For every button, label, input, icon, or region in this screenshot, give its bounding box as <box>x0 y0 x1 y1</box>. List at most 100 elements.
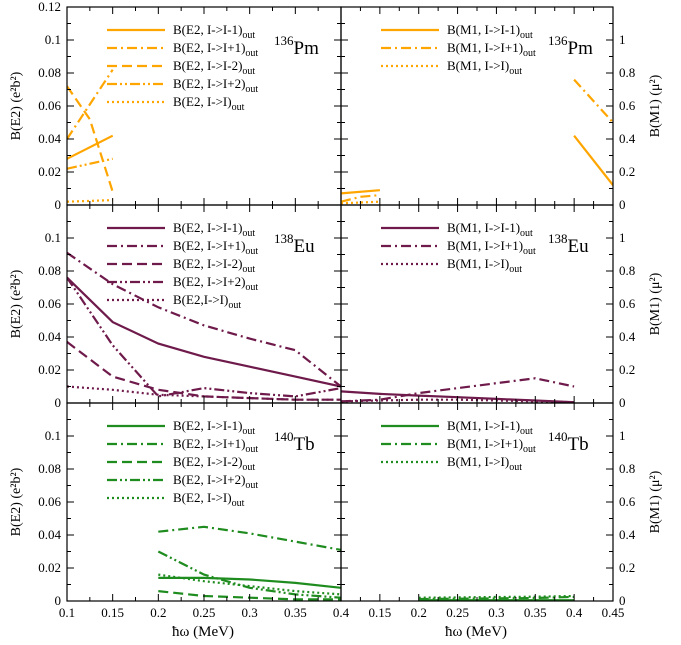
y-tick-label: 0.2 <box>619 164 635 179</box>
series-line-2-seg-0 <box>67 341 341 401</box>
panel-m1-136pm: 0 0.2 0.4 0.6 0.8 1 B(M1) (μ²) B(M1, I->I-1)out… <box>340 6 663 212</box>
series-line-1-seg-0 <box>67 251 341 388</box>
legend-label: B(E2, I->I+1)out <box>173 436 258 455</box>
y-tick-label: 0.04 <box>38 527 61 542</box>
series-line-4-seg-0 <box>67 385 341 401</box>
series-line-2-seg-0 <box>418 594 575 599</box>
panel-m1-140tb: 0.15 0.2 0.25 0.3 0.35 0.4 0.450 0.2 0.4 0.6 0.8 1 B… <box>340 402 663 620</box>
series-line-1-seg-1 <box>340 115 341 118</box>
y-axis-label: B(M1) (μ²) <box>648 272 663 335</box>
legend-label: B(E2, I->I)out <box>173 94 245 113</box>
x-tick-label: 0.25 <box>193 605 216 620</box>
y-tick-label: 0.6 <box>619 296 636 311</box>
y-tick-label: 0.6 <box>619 98 636 113</box>
series-line-2-seg-0 <box>341 200 380 205</box>
y-tick-label: 1 <box>619 428 626 443</box>
y-tick-label: 0.02 <box>38 362 61 377</box>
y-tick-label: 0 <box>55 395 62 410</box>
y-tick-label: 1 <box>619 230 626 245</box>
y-tick-label: 0.2 <box>619 362 635 377</box>
series-line-0-seg-0 <box>341 189 380 195</box>
x-tick-label: 0.4 <box>566 605 583 620</box>
x-tick-label: 0.1 <box>59 605 75 620</box>
y-tick-label: 0.08 <box>38 461 61 476</box>
series-line-1-seg-1 <box>573 78 613 124</box>
legend-label: B(M1, I->I)out <box>447 256 522 275</box>
y-tick-label: 0.8 <box>619 65 635 80</box>
x-tick-label: 0.15 <box>101 605 124 620</box>
panel-e2-136pm: 0 0.02 0.04 0.06 0.08 0.1 0.12 B(E2) (e²b²) B(E2… <box>9 0 342 212</box>
series-line-4-seg-0 <box>158 573 341 596</box>
legend-label: B(E2, I->I)out <box>173 490 245 509</box>
y-axis-label: B(M1) (μ²) <box>648 470 663 533</box>
legend-label: B(E2, I->I+2)out <box>173 472 258 491</box>
legend-label: B(E2, I->I+2)out <box>173 76 258 95</box>
y-tick-label: 0.2 <box>619 560 635 575</box>
panel-e2-138eu: 0 0.02 0.04 0.06 0.08 0.1 B(E2) (e²b²) B(E2, I-… <box>9 204 342 410</box>
series-line-1-seg-0 <box>341 194 380 203</box>
series-line-0-seg-0 <box>67 134 114 160</box>
x-tick-label: 0.2 <box>411 605 427 620</box>
series-line-0-seg-1 <box>573 135 613 186</box>
legend-label: B(E2, I->I-2)out <box>173 58 255 77</box>
nucleus-label: 136Pm <box>274 33 319 59</box>
legend-label: B(M1, I->I+1)out <box>447 238 536 257</box>
y-tick-label: 0.1 <box>45 428 61 443</box>
legend-label: B(E2, I->I-1)out <box>173 418 255 437</box>
series-line-3-seg-0 <box>157 550 341 599</box>
y-tick-label: 0 <box>619 395 626 410</box>
legend-label: B(M1, I->I+1)out <box>447 40 536 59</box>
x-tick-label: 0.45 <box>602 605 625 620</box>
nucleus-label: 138Eu <box>548 231 589 257</box>
y-tick-label: 0.06 <box>38 98 61 113</box>
x-tick-label: 0.3 <box>488 605 504 620</box>
y-axis-label: B(E2) (e²b²) <box>9 71 24 140</box>
legend-label: B(E2,I->I)out <box>173 292 241 311</box>
legend-label: B(E2, I->I+1)out <box>173 40 258 59</box>
y-axis-label: B(E2) (e²b²) <box>9 269 24 338</box>
y-tick-label: 0.1 <box>45 32 61 47</box>
nucleus-label: 136Pm <box>548 33 593 59</box>
legend-label: B(E2, I->I-1)out <box>173 22 255 41</box>
series-group <box>157 525 341 601</box>
legend-label: B(E2, I->I-1)out <box>173 220 255 239</box>
x-tick-label: 0.15 <box>368 605 391 620</box>
series-group <box>341 78 613 205</box>
series-line-2-seg-0 <box>67 85 114 193</box>
y-tick-label: 0.02 <box>38 164 61 179</box>
y-tick-label: 0 <box>55 197 62 212</box>
legend-label: B(M1, I->I+1)out <box>447 436 536 455</box>
panel-e2-140tb: 0.1 0.15 0.2 0.25 0.3 0.35 0.4 0 0.02 0.04 0.06 0.0… <box>9 402 350 620</box>
y-tick-label: 0.8 <box>619 263 635 278</box>
y-tick-label: 0.6 <box>619 494 636 509</box>
y-axis-label: B(M1) (μ²) <box>648 74 663 137</box>
y-tick-label: 0 <box>55 593 62 608</box>
y-tick-label: 0.4 <box>619 527 636 542</box>
x-tick-label: 0.2 <box>150 605 166 620</box>
series-group <box>67 69 341 203</box>
nucleus-label: 140Tb <box>274 429 315 455</box>
x-tick-label: 0.35 <box>524 605 547 620</box>
legend-label: B(M1, I->I-1)out <box>447 22 533 41</box>
y-tick-label: 0.1 <box>45 230 61 245</box>
y-tick-label: 0.04 <box>38 329 61 344</box>
panel-m1-138eu: 0 0.2 0.4 0.6 0.8 1 B(M1) (μ²) B(M1, I->I-1)out… <box>340 204 663 410</box>
series-line-0-seg-0 <box>67 276 341 388</box>
legend-label: B(E2, I->I+2)out <box>173 274 258 293</box>
series-line-0-seg-0 <box>158 576 341 589</box>
x-axis-label-right: ħω (MeV) <box>445 624 507 640</box>
y-tick-label: 0.08 <box>38 65 61 80</box>
y-tick-label: 0.02 <box>38 560 61 575</box>
series-line-1-seg-0 <box>341 377 575 403</box>
x-tick-label: 0.35 <box>284 605 307 620</box>
nucleus-label: 138Eu <box>274 231 315 257</box>
legend-label: B(E2, I->I+1)out <box>173 238 258 257</box>
legend-label: B(E2, I->I-2)out <box>173 256 255 275</box>
series-line-0-seg-1 <box>340 135 341 138</box>
y-tick-label: 0.4 <box>619 131 636 146</box>
series-line-1-seg-0 <box>67 69 114 140</box>
legend-label: B(M1, I->I)out <box>447 454 522 473</box>
series-line-1-seg-0 <box>158 525 341 551</box>
y-tick-label: 0.8 <box>619 461 635 476</box>
